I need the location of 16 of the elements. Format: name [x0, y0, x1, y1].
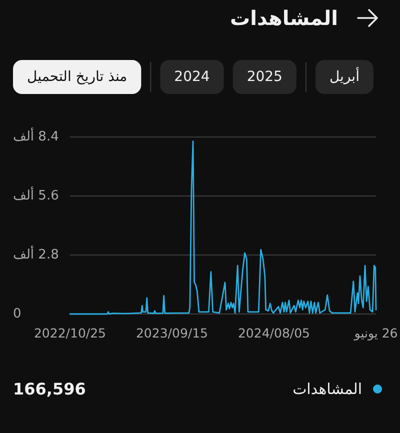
- text: 2024: [174, 69, 210, 85]
- y-tick-label: 8.4 ألف: [13, 128, 59, 144]
- text: أبريل: [329, 67, 360, 85]
- text: 166,596: [13, 380, 86, 398]
- x-tick-label: 2023/09/15: [136, 326, 208, 340]
- y-tick-label: 5.6 ألف: [13, 186, 59, 204]
- x-tick-label: 2022/10/25: [34, 326, 106, 340]
- y-tick-label: 2.8 ألف: [13, 246, 59, 262]
- line-series: [69, 140, 377, 315]
- y-tick-label: 0: [13, 306, 22, 322]
- text: 2025: [246, 69, 282, 85]
- x-tick-label: 26 يونيو: [353, 326, 398, 342]
- text: منذ تاريخ التحميل: [27, 69, 128, 85]
- legend-label: المشاهدات: [292, 380, 362, 398]
- chart-title: المشاهدات: [230, 6, 338, 30]
- x-tick-label: 2024/08/05: [238, 326, 310, 340]
